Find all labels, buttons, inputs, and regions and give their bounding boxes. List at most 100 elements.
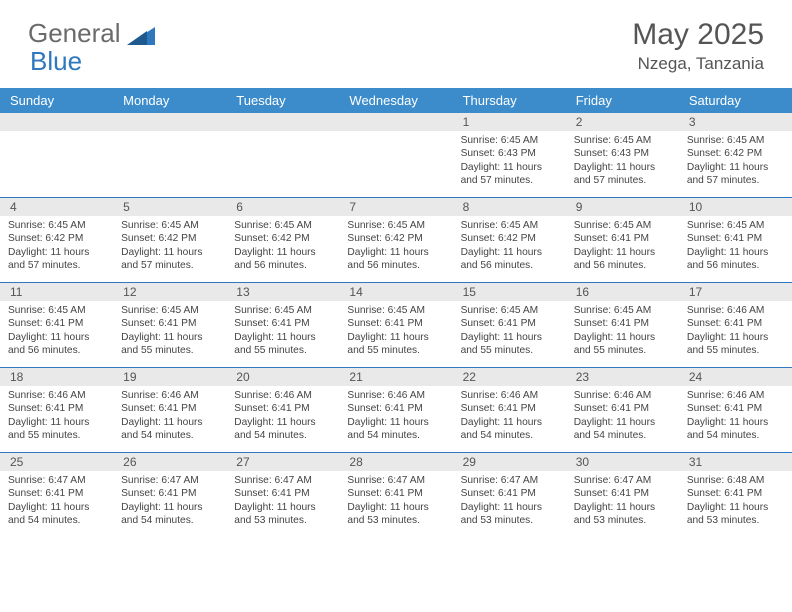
day-detail-cell: Sunrise: 6:46 AMSunset: 6:41 PMDaylight:… — [679, 386, 792, 452]
day-detail-cell — [339, 131, 452, 197]
logo-word-general: General — [28, 18, 121, 49]
weekday-monday: Monday — [113, 88, 226, 113]
day-detail-cell: Sunrise: 6:45 AMSunset: 6:42 PMDaylight:… — [453, 216, 566, 282]
day-detail-cell: Sunrise: 6:46 AMSunset: 6:41 PMDaylight:… — [453, 386, 566, 452]
day-number: 22 — [453, 368, 566, 386]
sunrise-text: Sunrise: 6:45 AM — [347, 304, 444, 317]
day-detail-cell: Sunrise: 6:45 AMSunset: 6:41 PMDaylight:… — [453, 301, 566, 367]
day-detail-cell: Sunrise: 6:48 AMSunset: 6:41 PMDaylight:… — [679, 471, 792, 537]
day-number: 24 — [679, 368, 792, 386]
sunset-text: Sunset: 6:41 PM — [461, 317, 558, 330]
daylight-text: Daylight: 11 hours and 53 minutes. — [461, 501, 558, 528]
week-block: 18192021222324Sunrise: 6:46 AMSunset: 6:… — [0, 367, 792, 452]
day-number: 23 — [566, 368, 679, 386]
weekday-friday: Friday — [566, 88, 679, 113]
sunrise-text: Sunrise: 6:47 AM — [234, 474, 331, 487]
sunset-text: Sunset: 6:41 PM — [347, 317, 444, 330]
location-label: Nzega, Tanzania — [632, 54, 764, 74]
daylight-text: Daylight: 11 hours and 55 minutes. — [347, 331, 444, 358]
sunrise-text: Sunrise: 6:47 AM — [121, 474, 218, 487]
sunrise-text: Sunrise: 6:45 AM — [687, 219, 784, 232]
sunrise-text: Sunrise: 6:45 AM — [574, 304, 671, 317]
day-number: 16 — [566, 283, 679, 301]
sunrise-text: Sunrise: 6:47 AM — [461, 474, 558, 487]
sunrise-text: Sunrise: 6:45 AM — [574, 134, 671, 147]
sunset-text: Sunset: 6:42 PM — [347, 232, 444, 245]
day-number: 1 — [453, 113, 566, 131]
sunset-text: Sunset: 6:41 PM — [234, 402, 331, 415]
calendar-body: 123Sunrise: 6:45 AMSunset: 6:43 PMDaylig… — [0, 113, 792, 537]
day-number: 28 — [339, 453, 452, 471]
sunset-text: Sunset: 6:41 PM — [687, 487, 784, 500]
daylight-text: Daylight: 11 hours and 55 minutes. — [574, 331, 671, 358]
day-number: 27 — [226, 453, 339, 471]
daylight-text: Daylight: 11 hours and 55 minutes. — [234, 331, 331, 358]
day-detail-cell: Sunrise: 6:46 AMSunset: 6:41 PMDaylight:… — [0, 386, 113, 452]
sunset-text: Sunset: 6:42 PM — [121, 232, 218, 245]
sunrise-text: Sunrise: 6:45 AM — [121, 304, 218, 317]
day-number: 15 — [453, 283, 566, 301]
day-number: 14 — [339, 283, 452, 301]
sunrise-text: Sunrise: 6:47 AM — [574, 474, 671, 487]
daylight-text: Daylight: 11 hours and 54 minutes. — [574, 416, 671, 443]
sunrise-text: Sunrise: 6:45 AM — [8, 304, 105, 317]
day-detail-cell: Sunrise: 6:45 AMSunset: 6:43 PMDaylight:… — [566, 131, 679, 197]
day-detail-cell: Sunrise: 6:45 AMSunset: 6:41 PMDaylight:… — [679, 216, 792, 282]
day-detail-cell: Sunrise: 6:45 AMSunset: 6:42 PMDaylight:… — [339, 216, 452, 282]
day-number: 5 — [113, 198, 226, 216]
sunset-text: Sunset: 6:41 PM — [8, 402, 105, 415]
day-number: 31 — [679, 453, 792, 471]
sunset-text: Sunset: 6:41 PM — [234, 317, 331, 330]
day-number-row: 18192021222324 — [0, 368, 792, 386]
day-number-row: 11121314151617 — [0, 283, 792, 301]
day-number: 8 — [453, 198, 566, 216]
sunrise-text: Sunrise: 6:47 AM — [8, 474, 105, 487]
sunrise-text: Sunrise: 6:46 AM — [461, 389, 558, 402]
sunrise-text: Sunrise: 6:45 AM — [347, 219, 444, 232]
day-detail-cell: Sunrise: 6:46 AMSunset: 6:41 PMDaylight:… — [566, 386, 679, 452]
month-title: May 2025 — [632, 18, 764, 52]
sunset-text: Sunset: 6:41 PM — [121, 487, 218, 500]
daylight-text: Daylight: 11 hours and 55 minutes. — [687, 331, 784, 358]
sunrise-text: Sunrise: 6:45 AM — [234, 304, 331, 317]
sunrise-text: Sunrise: 6:45 AM — [687, 134, 784, 147]
day-details-row: Sunrise: 6:45 AMSunset: 6:43 PMDaylight:… — [0, 131, 792, 197]
sunset-text: Sunset: 6:41 PM — [347, 402, 444, 415]
day-detail-cell — [0, 131, 113, 197]
day-number — [0, 113, 113, 131]
sunrise-text: Sunrise: 6:45 AM — [461, 304, 558, 317]
day-detail-cell: Sunrise: 6:47 AMSunset: 6:41 PMDaylight:… — [113, 471, 226, 537]
daylight-text: Daylight: 11 hours and 57 minutes. — [687, 161, 784, 188]
header: General May 2025 Nzega, Tanzania — [0, 0, 792, 82]
daylight-text: Daylight: 11 hours and 53 minutes. — [574, 501, 671, 528]
day-number — [226, 113, 339, 131]
day-number: 9 — [566, 198, 679, 216]
day-detail-cell: Sunrise: 6:45 AMSunset: 6:41 PMDaylight:… — [566, 301, 679, 367]
day-detail-cell: Sunrise: 6:46 AMSunset: 6:41 PMDaylight:… — [226, 386, 339, 452]
daylight-text: Daylight: 11 hours and 53 minutes. — [234, 501, 331, 528]
day-detail-cell: Sunrise: 6:45 AMSunset: 6:41 PMDaylight:… — [0, 301, 113, 367]
sunrise-text: Sunrise: 6:45 AM — [8, 219, 105, 232]
sunset-text: Sunset: 6:41 PM — [8, 487, 105, 500]
day-details-row: Sunrise: 6:45 AMSunset: 6:42 PMDaylight:… — [0, 216, 792, 282]
sunset-text: Sunset: 6:41 PM — [121, 317, 218, 330]
day-detail-cell: Sunrise: 6:45 AMSunset: 6:42 PMDaylight:… — [113, 216, 226, 282]
day-detail-cell — [113, 131, 226, 197]
week-block: 25262728293031Sunrise: 6:47 AMSunset: 6:… — [0, 452, 792, 537]
day-detail-cell: Sunrise: 6:46 AMSunset: 6:41 PMDaylight:… — [679, 301, 792, 367]
sunset-text: Sunset: 6:41 PM — [687, 402, 784, 415]
day-number: 4 — [0, 198, 113, 216]
day-detail-cell: Sunrise: 6:47 AMSunset: 6:41 PMDaylight:… — [0, 471, 113, 537]
day-number: 19 — [113, 368, 226, 386]
day-detail-cell: Sunrise: 6:46 AMSunset: 6:41 PMDaylight:… — [339, 386, 452, 452]
day-detail-cell: Sunrise: 6:45 AMSunset: 6:41 PMDaylight:… — [566, 216, 679, 282]
title-block: May 2025 Nzega, Tanzania — [632, 18, 764, 74]
sunrise-text: Sunrise: 6:46 AM — [574, 389, 671, 402]
day-detail-cell: Sunrise: 6:45 AMSunset: 6:41 PMDaylight:… — [339, 301, 452, 367]
day-details-row: Sunrise: 6:47 AMSunset: 6:41 PMDaylight:… — [0, 471, 792, 537]
day-number: 30 — [566, 453, 679, 471]
daylight-text: Daylight: 11 hours and 56 minutes. — [461, 246, 558, 273]
logo-word-blue: Blue — [30, 46, 82, 77]
day-number: 3 — [679, 113, 792, 131]
day-number-row: 123 — [0, 113, 792, 131]
